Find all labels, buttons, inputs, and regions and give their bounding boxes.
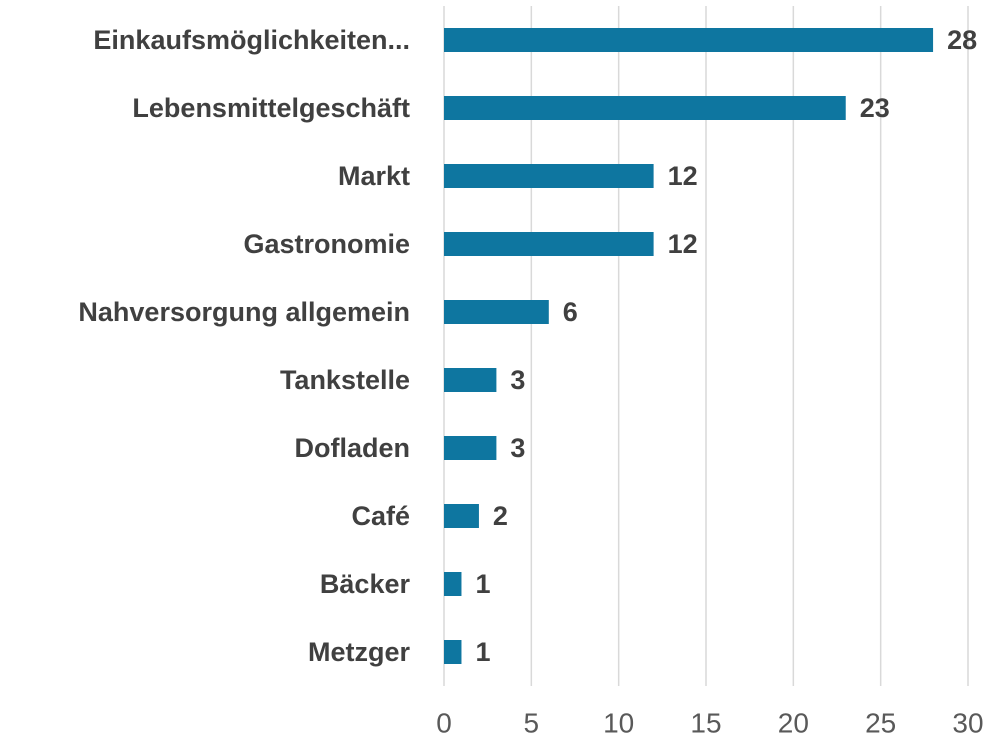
- x-tick-label: 30: [952, 707, 983, 738]
- bar: [444, 28, 934, 52]
- value-label: 2: [493, 501, 508, 531]
- bar: [444, 368, 497, 392]
- y-tick-label: Bäcker: [320, 569, 411, 599]
- value-label: 3: [510, 365, 525, 395]
- x-tick-label: 10: [603, 707, 634, 738]
- y-tick-label: Gastronomie: [243, 229, 410, 259]
- value-label: 1: [475, 637, 490, 667]
- y-tick-label: Einkaufsmöglichkeiten...: [93, 25, 410, 55]
- x-tick-label: 5: [524, 707, 540, 738]
- value-label: 12: [668, 229, 698, 259]
- x-tick-label: 25: [865, 707, 896, 738]
- value-label: 6: [563, 297, 578, 327]
- x-tick-label: 20: [778, 707, 809, 738]
- value-label: 12: [668, 161, 698, 191]
- y-tick-label: Tankstelle: [280, 365, 410, 395]
- y-tick-label: Café: [351, 501, 410, 531]
- bar: [444, 572, 462, 596]
- y-tick-label: Dofladen: [294, 433, 410, 463]
- y-tick-label: Markt: [338, 161, 410, 191]
- bar: [444, 640, 462, 664]
- value-label: 1: [475, 569, 490, 599]
- bar: [444, 232, 654, 256]
- bar: [444, 300, 549, 324]
- bar: [444, 504, 479, 528]
- bar: [444, 436, 497, 460]
- y-tick-label: Metzger: [308, 637, 411, 667]
- value-label: 23: [860, 93, 890, 123]
- bar: [444, 164, 654, 188]
- y-tick-label: Lebensmittelgeschäft: [132, 93, 410, 123]
- bar: [444, 96, 846, 120]
- value-label: 28: [947, 25, 977, 55]
- x-tick-label: 15: [690, 707, 721, 738]
- x-tick-label: 0: [436, 707, 452, 738]
- y-tick-label: Nahversorgung allgemein: [78, 297, 410, 327]
- value-label: 3: [510, 433, 525, 463]
